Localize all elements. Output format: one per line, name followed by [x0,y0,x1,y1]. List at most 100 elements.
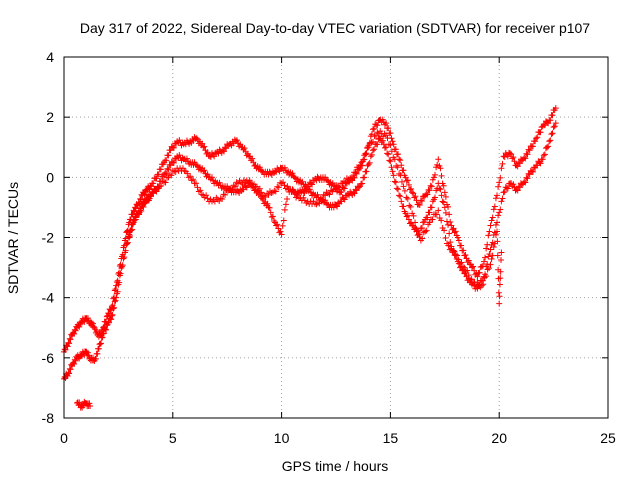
data-point [446,230,453,237]
data-point [427,182,434,189]
data-point [264,200,271,207]
data-point [387,130,394,137]
data-point [522,155,529,162]
data-point [284,183,291,190]
data-point [397,172,404,179]
data-point [86,400,93,407]
data-point [428,183,435,190]
chart-title: Day 317 of 2022, Sidereal Day-to-day VTE… [80,20,590,36]
data-point [314,191,321,198]
data-point [361,152,368,159]
data-point [155,171,162,178]
data-point [384,150,391,157]
data-point [498,165,505,172]
data-point [333,202,339,209]
data-point [544,144,551,151]
data-point [146,192,153,199]
data-point [426,187,433,194]
data-point [281,206,288,213]
data-point [394,164,401,171]
data-point [152,187,159,194]
data-point [465,272,472,279]
data-point [435,156,442,163]
data-point [445,242,452,249]
data-point [467,276,474,283]
data-point [269,213,276,220]
data-point [496,179,503,186]
data-point [191,159,198,166]
data-point [281,182,288,189]
data-point [385,151,392,158]
data-point [525,146,532,153]
x-tick-label: 20 [491,430,507,446]
data-point [393,185,400,192]
data-point [290,187,297,194]
data-point [492,195,499,202]
data-point [390,172,397,179]
data-point [412,193,419,200]
data-point [266,204,273,211]
data-point [440,182,447,189]
data-point [132,216,139,223]
data-point [317,195,324,202]
data-point [504,185,511,192]
data-point [137,207,144,214]
data-point [549,130,556,137]
data-point [194,184,201,191]
data-point [385,125,392,132]
data-point [193,180,200,187]
data-point [169,144,176,151]
data-point [396,170,403,177]
data-point [282,201,289,208]
data-point [426,209,433,216]
data-point [299,178,306,185]
data-point [534,162,541,169]
data-point [66,340,73,347]
data-point [484,266,491,273]
data-point [373,121,380,128]
data-point [364,145,371,152]
data-point [489,252,496,259]
x-tick-label: 15 [383,430,399,446]
data-point [334,203,341,210]
data-point [532,138,539,145]
data-point [523,150,530,157]
data-point [464,267,471,274]
data-point [483,273,490,280]
data-point [271,187,278,194]
data-point [438,192,445,199]
data-point [442,209,449,216]
data-point [153,175,160,182]
data-point [495,289,502,296]
data-point [332,186,339,193]
data-point [352,186,359,193]
data-point [486,265,493,272]
data-point [513,162,520,169]
data-point [356,162,363,169]
data-point [533,135,540,142]
data-point [201,167,208,174]
data-point [445,203,452,210]
data-point [199,140,206,147]
data-point [167,162,174,169]
data-point [365,144,372,151]
data-point [176,137,183,144]
data-point [494,228,501,235]
y-tick-label: 2 [46,109,54,125]
data-point [336,184,343,191]
data-point [145,197,152,204]
data-point [353,187,360,194]
data-point [111,304,118,311]
data-point [499,195,506,202]
data-point [287,186,294,193]
data-point [83,348,90,355]
data-point [102,326,109,333]
data-point [363,168,370,175]
data-point [415,201,422,208]
x-tick-label: 5 [169,430,177,446]
data-point [515,183,522,190]
data-point [454,234,461,241]
data-point [235,180,242,187]
data-point [222,144,229,151]
data-point [392,179,399,186]
